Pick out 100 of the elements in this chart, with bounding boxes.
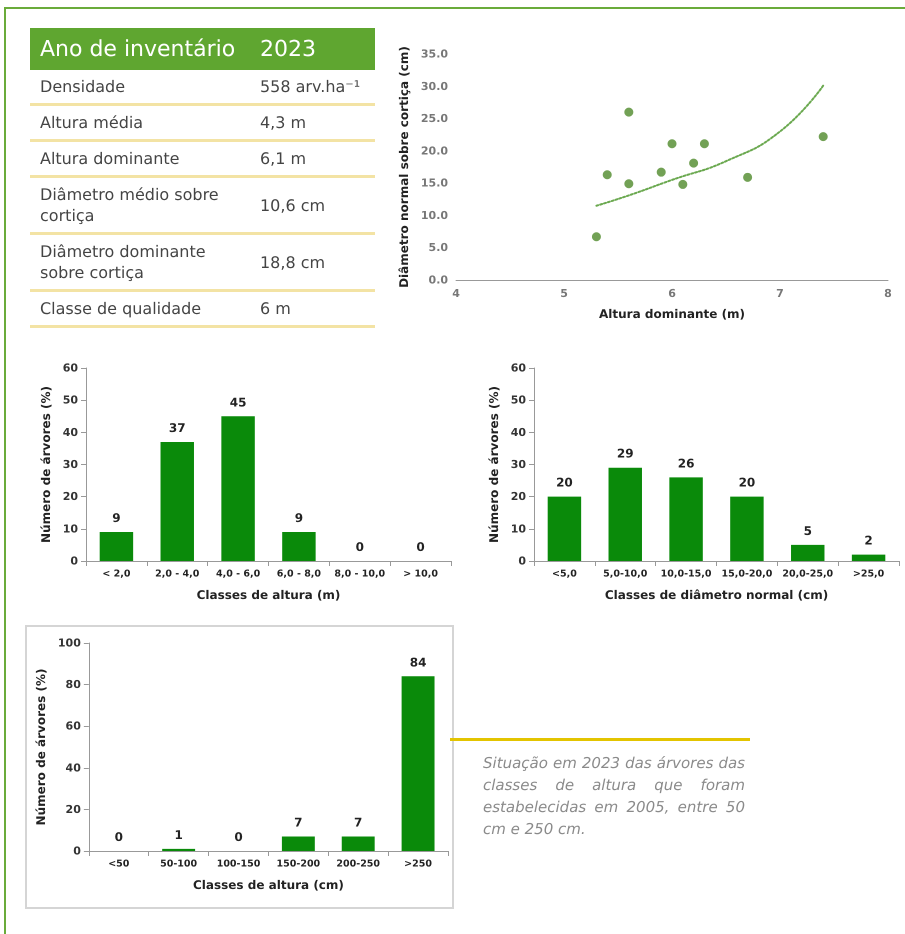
y-tick-label: 35.0	[420, 48, 448, 60]
x-tick-label: 2,0 - 4,0	[155, 568, 200, 580]
x-tick-label: < 2,0	[102, 568, 131, 580]
point	[592, 232, 601, 242]
y-tick-label: 0.0	[428, 274, 448, 286]
category-label: Diâmetro médio sobre cortiça	[30, 176, 250, 234]
data-label: 37	[168, 420, 186, 435]
data-label: 20	[738, 476, 756, 490]
y-tick-label: 20	[66, 802, 82, 816]
text: 18,8 cm	[260, 252, 326, 272]
data-label: 7	[294, 815, 303, 830]
text: 4,3 m	[260, 113, 306, 132]
y-tick-label: 40	[510, 426, 526, 439]
bar	[342, 836, 375, 851]
y-tick-label: 25.0	[420, 112, 448, 126]
point	[624, 179, 634, 188]
y-tick-label: 10	[62, 522, 78, 536]
y-tick-label: 100	[58, 636, 82, 650]
text: Ano de inventário	[30, 28, 250, 70]
data-label: 5	[804, 524, 812, 538]
data-label: 29	[616, 446, 634, 461]
point	[678, 180, 688, 189]
x-tick-label: 100-150	[216, 858, 261, 870]
bar	[282, 836, 315, 851]
x-tick-label: 8	[884, 287, 892, 300]
x-tick-label: 8,0 - 10,0	[334, 568, 386, 580]
y-tick-label: 0	[70, 554, 78, 568]
y-tick-label: 50	[62, 394, 78, 407]
data-label: 9	[294, 511, 304, 526]
point	[743, 172, 752, 182]
x-tick-label: 20,0-25,0	[782, 568, 834, 580]
y-axis-title: Número de árvores (%)	[34, 668, 48, 826]
bar	[852, 554, 886, 561]
data-label: 0	[356, 540, 364, 554]
x-axis-title: Altura dominante (m)	[598, 307, 746, 321]
y-tick-label: 40	[66, 761, 82, 774]
y-tick-label: 50	[510, 394, 526, 407]
y-tick-label: 60	[62, 362, 78, 374]
bar	[669, 477, 703, 561]
category-label: Classe de qualidade	[30, 290, 250, 326]
x-tick-label: 10,0-15,0	[660, 568, 712, 580]
bar	[221, 416, 255, 561]
y-tick-label: 30	[510, 458, 526, 471]
data-label: 84	[410, 655, 426, 670]
y-tick-label: 20	[510, 490, 526, 504]
y-tick-label: 10.0	[420, 208, 448, 222]
point	[689, 158, 698, 168]
y-tick-label: 15.0	[420, 176, 448, 190]
x-axis-title: Classes de altura (m)	[196, 588, 340, 602]
text: 6 m	[260, 299, 291, 318]
bar	[402, 676, 435, 851]
bar	[100, 532, 134, 561]
y-tick-label: 0	[518, 554, 526, 568]
bar	[160, 442, 194, 561]
y-axis-title: Número de árvores (%)	[38, 386, 53, 543]
category-label: Diâmetro dominante sobre cortiça	[30, 234, 250, 290]
data-label: 1	[174, 828, 183, 842]
category-label: Altura dominante	[30, 140, 250, 176]
y-tick-label: 80	[66, 678, 82, 692]
point	[668, 139, 677, 148]
point	[602, 170, 612, 180]
x-tick-label: 5,0-10,0	[603, 568, 648, 580]
x-tick-label: 4	[452, 287, 460, 300]
x-tick-label: 200-250	[336, 858, 380, 870]
y-tick-label: 60	[66, 720, 82, 733]
text: 6,1 m	[260, 149, 306, 168]
data-label: 0	[234, 830, 243, 844]
point	[700, 139, 709, 148]
bar	[730, 496, 764, 561]
y-tick-label: 0	[73, 844, 82, 858]
category-label: Altura média	[30, 104, 250, 140]
x-tick-label: > 10,0	[403, 568, 438, 580]
y-tick-label: 40	[62, 426, 78, 439]
x-tick-label: 4,0 - 6,0	[216, 568, 261, 580]
y-tick-label: 20.0	[420, 144, 448, 158]
y-tick-label: 60	[510, 362, 526, 374]
x-tick-label: >25,0	[852, 568, 885, 580]
data-label: 7	[354, 815, 362, 830]
bar	[282, 532, 316, 561]
text: 558 arv.ha⁻¹	[260, 77, 360, 96]
point	[818, 132, 828, 142]
point	[656, 168, 666, 177]
y-axis-title: Diâmetro normal sobre cortiça (cm)	[397, 46, 411, 288]
data-label: 2	[864, 534, 873, 548]
y-tick-label: 5.0	[428, 241, 448, 254]
point	[624, 108, 634, 117]
text: Situação em 2023 das árvores das classes de altura que foram estabelecidas em 2005, entre 50 cm e 250 cm.	[483, 753, 745, 840]
x-tick-label: <50	[108, 858, 130, 870]
y-tick-label: 10	[510, 522, 526, 536]
data-label: 45	[230, 395, 246, 410]
data-label: 9	[112, 511, 121, 526]
x-tick-label: <5,0	[552, 568, 578, 580]
data-label: 26	[678, 456, 694, 470]
data-label: 0	[114, 830, 123, 844]
y-tick-label: 30.0	[420, 80, 448, 93]
x-tick-label: 7	[776, 287, 784, 300]
y-axis-title: Número de árvores (%)	[486, 386, 501, 543]
y-tick-label: 20	[62, 490, 78, 504]
line-series	[595, 84, 824, 207]
data-label: 20	[556, 476, 573, 490]
